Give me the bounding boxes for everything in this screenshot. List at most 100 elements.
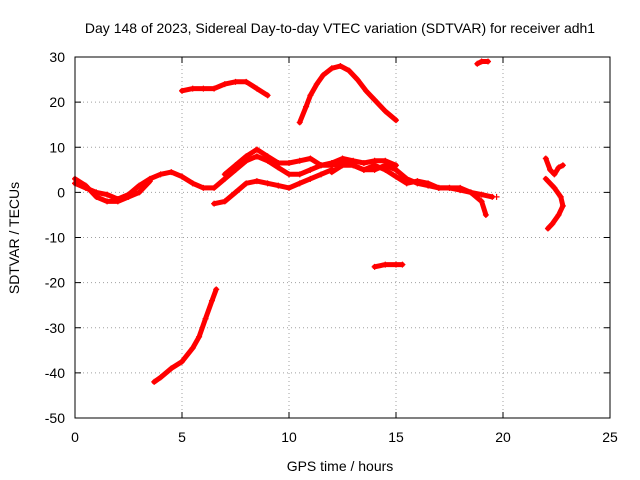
data-point xyxy=(382,166,389,173)
data-point xyxy=(286,184,292,191)
data-point xyxy=(307,166,314,173)
data-point xyxy=(189,345,196,352)
data-point xyxy=(221,81,228,88)
data-point xyxy=(157,171,164,178)
data-point xyxy=(253,153,260,160)
data-point xyxy=(211,85,218,92)
data-point xyxy=(328,65,335,72)
data-point xyxy=(253,85,260,92)
data-point xyxy=(157,374,164,381)
series-track-12 xyxy=(542,175,566,232)
data-point xyxy=(243,78,250,85)
data-point xyxy=(478,198,485,205)
data-point xyxy=(307,175,314,182)
data-point xyxy=(485,58,492,65)
data-point xyxy=(200,85,207,92)
y-tick-label: 20 xyxy=(49,94,65,110)
x-tick-label: 10 xyxy=(281,429,297,445)
x-tick-label: 20 xyxy=(495,429,511,445)
tick-layer: 0 5 10 15 20 25 -50 -40 -30 -20 -10 0 10 20 30 xyxy=(45,49,618,445)
data-point xyxy=(179,87,185,94)
data-point xyxy=(253,178,260,185)
data-point xyxy=(414,178,421,185)
data-point xyxy=(211,184,218,191)
data-point xyxy=(211,200,218,207)
data-point xyxy=(557,193,564,200)
data-point xyxy=(232,162,239,169)
y-axis-label: SDTVAR / TECUs xyxy=(6,182,22,294)
series-track-9 xyxy=(151,286,220,385)
data-point xyxy=(168,365,175,372)
series-track-5 xyxy=(328,162,489,218)
series-line xyxy=(211,167,335,207)
y-tick-label: -30 xyxy=(45,320,65,336)
data-point xyxy=(243,153,250,160)
data-point xyxy=(296,180,303,187)
series-line xyxy=(372,262,405,270)
data-point xyxy=(555,164,562,171)
y-tick-label: -50 xyxy=(45,410,65,426)
data-point xyxy=(151,378,158,385)
chart-title: Day 148 of 2023, Sidereal Day-to-day VTE… xyxy=(85,20,595,36)
plot-frame xyxy=(74,56,611,419)
series-isolated-point xyxy=(493,193,500,200)
data-point xyxy=(253,146,260,153)
x-tick-label: 25 xyxy=(602,429,618,445)
data-point xyxy=(559,202,566,209)
data-point xyxy=(371,162,378,169)
data-point xyxy=(393,173,399,180)
y-tick-label: -10 xyxy=(45,230,65,246)
data-point xyxy=(425,180,432,187)
data-point xyxy=(286,171,292,178)
data-point xyxy=(320,72,327,79)
data-point xyxy=(307,92,314,99)
data-point xyxy=(82,182,89,189)
data-point xyxy=(399,261,406,268)
data-point xyxy=(551,171,558,178)
data-point xyxy=(189,85,196,92)
data-point xyxy=(382,157,389,164)
series-track-2 xyxy=(72,175,153,205)
data-point xyxy=(208,297,215,304)
data-point xyxy=(382,108,389,115)
data-point xyxy=(232,189,239,196)
data-point xyxy=(196,333,203,340)
data-point xyxy=(549,220,556,227)
data-point xyxy=(542,175,549,182)
series-line xyxy=(329,162,489,218)
data-point xyxy=(296,171,303,178)
series-line xyxy=(151,286,219,385)
data-point xyxy=(345,67,352,74)
data-point xyxy=(93,193,100,200)
data-point xyxy=(435,184,442,191)
series-track-11 xyxy=(542,155,566,178)
y-tick-label: 0 xyxy=(57,184,65,200)
data-point xyxy=(350,162,357,169)
data-point xyxy=(286,160,292,167)
data-point xyxy=(474,60,481,67)
data-point xyxy=(221,198,228,205)
y-tick-label: 10 xyxy=(49,139,65,155)
data-point xyxy=(328,160,335,167)
data-point xyxy=(168,169,175,176)
series-line xyxy=(72,176,153,204)
series-track-10 xyxy=(371,261,406,270)
y-tick-label: -40 xyxy=(45,365,65,381)
data-point xyxy=(318,171,325,178)
data-point xyxy=(478,58,485,65)
data-point xyxy=(243,180,250,187)
data-point xyxy=(264,92,271,99)
series-track-3 xyxy=(211,166,335,207)
data-point xyxy=(275,160,282,167)
data-point xyxy=(202,315,209,322)
data-point xyxy=(221,171,228,178)
data-point xyxy=(318,162,325,169)
data-point xyxy=(337,63,344,70)
data-point xyxy=(393,162,399,169)
data-point xyxy=(360,166,367,173)
data-point xyxy=(125,193,132,200)
x-tick-label: 0 xyxy=(71,429,79,445)
data-point xyxy=(547,166,554,173)
data-point xyxy=(363,87,370,94)
data-point xyxy=(136,182,143,189)
